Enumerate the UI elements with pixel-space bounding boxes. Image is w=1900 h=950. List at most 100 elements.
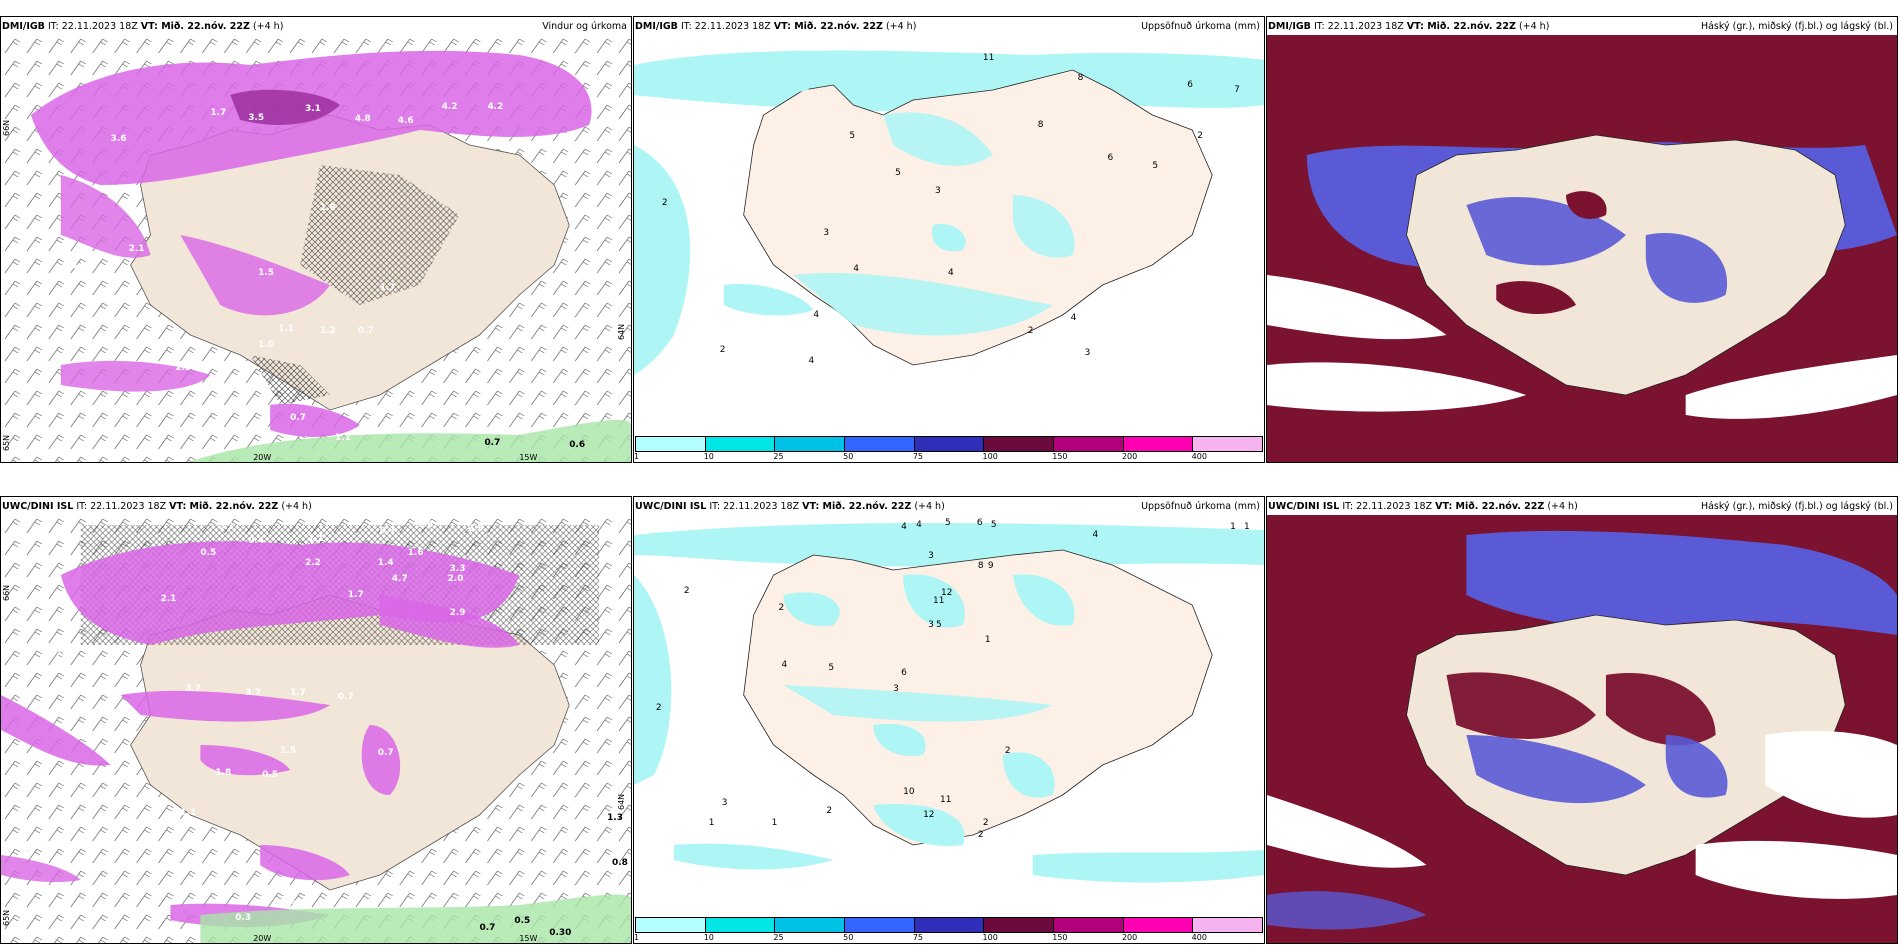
svg-text:0.7: 0.7 (358, 326, 374, 336)
svg-text:1.0: 1.0 (56, 648, 72, 658)
svg-text:64N: 64N (617, 324, 626, 340)
svg-text:6: 6 (1107, 153, 1113, 163)
color-scale-legend: 1 10 25 50 75 100 150 200 400 (634, 915, 1264, 943)
graticule-labels: 66N 65N 20W 15W 64N (2, 120, 626, 462)
map-area[interactable]: 11 8 6 7 2 6 5 8 5 3 5 3 2 4 4 2 4 4 2 4 3 (634, 35, 1264, 435)
svg-text:0.4: 0.4 (418, 520, 434, 530)
svg-text:2: 2 (662, 198, 668, 208)
precip-north (60, 541, 520, 645)
svg-text:1: 1 (1244, 522, 1250, 532)
svg-text:1.6: 1.6 (408, 548, 424, 558)
svg-text:0.8: 0.8 (612, 858, 628, 868)
svg-text:1.8: 1.8 (320, 203, 336, 213)
svg-text:0.5: 0.5 (200, 548, 216, 558)
panel-cloud-cover-uwc: UWC/DINI ISL IT: 22.11.2023 18Z VT: Mið.… (1266, 496, 1898, 944)
svg-text:1: 1 (985, 635, 991, 645)
svg-text:0.5: 0.5 (468, 524, 484, 534)
precip-value-labels: 0.30.4 1.10.7 0.40.5 0.52.2 1.41.6 3.32.… (56, 520, 628, 938)
map-svg (1267, 515, 1897, 943)
lead-time: (+4 h) (281, 501, 312, 512)
svg-text:12: 12 (941, 588, 952, 598)
svg-text:3: 3 (935, 186, 941, 196)
lead-time: (+4 h) (1518, 21, 1550, 32)
svg-text:0.7: 0.7 (380, 526, 396, 536)
map-svg: 1.7 3.5 3.1 4.8 4.6 4.2 4.2 3.6 1.8 2.1 0.9 1.… (1, 35, 631, 462)
svg-text:1.5: 1.5 (258, 268, 274, 278)
svg-text:0.7: 0.7 (338, 692, 354, 702)
svg-text:0.6: 0.6 (569, 440, 585, 450)
panel-title: Háský (gr.), miðský (fj.bl.) og lágský (… (1700, 21, 1893, 32)
map-area[interactable]: 1.7 3.5 3.1 4.8 4.6 4.2 4.2 3.6 1.8 2.1 0.9 1.… (1, 35, 631, 462)
svg-text:2.5: 2.5 (175, 363, 191, 373)
svg-text:4.2: 4.2 (442, 102, 458, 112)
svg-text:1.4: 1.4 (378, 558, 394, 568)
svg-text:5: 5 (895, 168, 901, 178)
svg-text:1.3: 1.3 (607, 813, 623, 823)
svg-text:2: 2 (1028, 326, 1034, 336)
init-time: IT: 22.11.2023 18Z (76, 501, 167, 512)
panel-header: UWC/DINI ISL IT: 22.11.2023 18Z VT: Mið.… (1268, 500, 1893, 514)
svg-text:4: 4 (901, 522, 907, 532)
panel-header: UWC/DINI ISL IT: 22.11.2023 18Z VT: Mið.… (635, 500, 1260, 514)
color-scale-legend: 1 10 25 50 75 100 150 200 400 (634, 434, 1264, 462)
svg-text:20W: 20W (253, 453, 271, 462)
panel-wind-precip-uwc: UWC/DINI ISL IT: 22.11.2023 18Z VT: Mið.… (0, 496, 632, 944)
init-time: IT: 22.11.2023 18Z (1313, 21, 1404, 32)
svg-text:0.30: 0.30 (549, 928, 571, 938)
svg-text:65N: 65N (2, 435, 11, 451)
svg-text:4: 4 (853, 264, 859, 274)
svg-text:5: 5 (991, 520, 997, 530)
svg-text:5: 5 (849, 131, 855, 141)
svg-text:1.5: 1.5 (280, 746, 296, 756)
svg-text:3: 3 (823, 228, 829, 238)
svg-text:0.7: 0.7 (290, 413, 306, 423)
panel-cloud-cover-dmi: DMI/IGB IT: 22.11.2023 18Z VT: Mið. 22.n… (1266, 16, 1898, 463)
svg-text:4: 4 (1071, 313, 1077, 323)
svg-text:65N: 65N (2, 910, 11, 926)
svg-text:3.5: 3.5 (248, 113, 264, 123)
svg-text:0.7: 0.7 (479, 923, 495, 933)
svg-text:4.6: 4.6 (398, 116, 414, 126)
svg-text:1.1: 1.1 (335, 433, 351, 443)
valid-time: VT: Mið. 22.nóv. 22Z (140, 21, 250, 32)
valid-time: VT: Mið. 22.nóv. 22Z (773, 21, 883, 32)
svg-text:3.3: 3.3 (450, 564, 466, 574)
init-time: IT: 22.11.2023 18Z (1342, 501, 1433, 512)
svg-text:4: 4 (1093, 530, 1099, 540)
svg-text:1: 1 (772, 818, 778, 828)
svg-text:2: 2 (1197, 131, 1203, 141)
panel-wind-precip-dmi: DMI/IGB IT: 22.11.2023 18Z VT: Mið. 22.n… (0, 16, 632, 463)
svg-text:4: 4 (808, 356, 814, 366)
lead-time: (+4 h) (885, 21, 917, 32)
svg-text:4: 4 (948, 268, 954, 278)
svg-text:15W: 15W (519, 934, 537, 943)
svg-text:1: 1 (1230, 522, 1236, 532)
valid-time: VT: Mið. 22.nóv. 22Z (1406, 21, 1516, 32)
panel-accum-precip-dmi: DMI/IGB IT: 22.11.2023 18Z VT: Mið. 22.n… (633, 16, 1265, 463)
lead-time: (+4 h) (1547, 501, 1578, 512)
svg-text:1.8: 1.8 (215, 768, 231, 778)
svg-text:6: 6 (1187, 80, 1193, 90)
map-area[interactable] (1267, 515, 1897, 943)
map-area[interactable] (1267, 35, 1897, 462)
svg-text:3.7: 3.7 (245, 688, 261, 698)
svg-text:8: 8 (1078, 73, 1084, 83)
svg-text:2: 2 (978, 830, 984, 840)
svg-text:11: 11 (983, 53, 994, 63)
svg-text:0.5: 0.5 (280, 900, 296, 910)
svg-text:0.4: 0.4 (248, 536, 264, 546)
panel-title: Uppsöfnuð úrkoma (mm) (1141, 501, 1260, 512)
panel-header: DMI/IGB IT: 22.11.2023 18Z VT: Mið. 22.n… (1268, 20, 1893, 34)
svg-text:0.3: 0.3 (235, 913, 251, 923)
valid-time: VT: Mið. 22.nóv. 22Z (169, 501, 279, 512)
init-time: IT: 22.11.2023 18Z (709, 501, 800, 512)
panel-accum-precip-uwc: UWC/DINI ISL IT: 22.11.2023 18Z VT: Mið.… (633, 496, 1265, 944)
svg-text:4.2: 4.2 (487, 102, 503, 112)
map-area[interactable]: 0.3 0.4 1.1 0.7 0.4 0.5 0.5 2.2 1.4 1.6 3.3 2.… (1, 515, 631, 943)
model-source: UWC/DINI ISL (1268, 501, 1340, 512)
svg-text:3.7: 3.7 (185, 684, 201, 694)
svg-text:2: 2 (720, 345, 726, 355)
